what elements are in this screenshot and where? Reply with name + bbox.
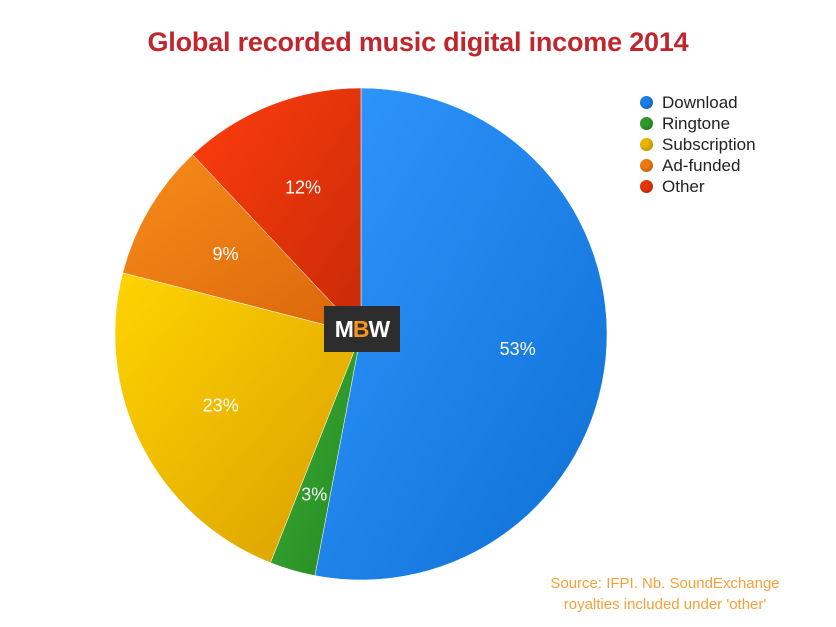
source-note: Source: IFPI. Nb. SoundExchange royaltie… [500,573,830,615]
data-label-ad-funded: 9% [212,244,238,264]
legend-swatch-download [640,96,653,109]
chart-title: Global recorded music digital income 201… [147,27,689,57]
source-note-line-2: royalties included under 'other' [563,596,767,613]
legend-label-download: Download [662,92,738,112]
legend-label-ad-funded: Ad-funded [662,155,741,175]
legend-swatch-other [640,180,653,193]
legend-swatch-ringtone [640,117,653,130]
pie-slices [114,87,608,581]
legend-label-ringtone: Ringtone [662,113,731,133]
source-note-line-1: Source: IFPI. Nb. SoundExchange [550,575,780,592]
data-label-ringtone: 3% [301,485,327,505]
legend-swatch-ad-funded [640,159,653,172]
data-label-download: 53% [500,339,536,359]
legend-label-other: Other [662,176,705,196]
data-label-subscription: 23% [203,396,239,416]
pie-slice-subscription [114,272,362,564]
legend-label-subscription: Subscription [662,134,756,154]
legend-item-ad-funded: Ad-funded [640,155,756,176]
pie-slice-labels: 53% 3% 23% 9% 12% [203,178,536,505]
legend-item-ringtone: Ringtone [640,113,756,134]
legend-item-subscription: Subscription [640,134,756,155]
pie-slice-other [192,87,362,335]
pie-slice-ad-funded [122,154,362,335]
logo-letter-w: W [368,315,391,342]
logo-letter-b: B [352,315,370,342]
pie-slice-download [314,87,608,581]
logo-letter-m: M [334,315,354,342]
data-label-other: 12% [285,178,321,198]
legend: Download Ringtone Subscription Ad-funded… [640,92,756,197]
legend-item-download: Download [640,92,756,113]
legend-item-other: Other [640,176,756,197]
legend-swatch-subscription [640,138,653,151]
